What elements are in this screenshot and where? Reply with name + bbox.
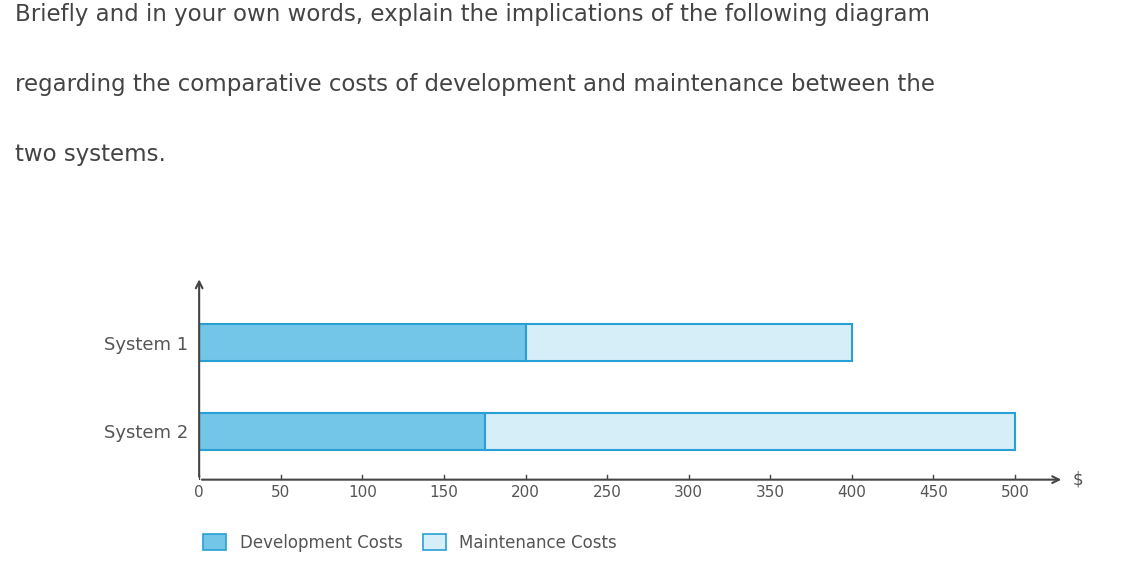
Bar: [199, 412, 485, 449]
Text: $: $: [1072, 471, 1083, 489]
Bar: [526, 324, 852, 361]
Text: two systems.: two systems.: [15, 143, 166, 166]
Bar: [485, 412, 1015, 449]
Text: Briefly and in your own words, explain the implications of the following diagram: Briefly and in your own words, explain t…: [15, 3, 930, 26]
Bar: [199, 324, 526, 361]
Text: regarding the comparative costs of development and maintenance between the: regarding the comparative costs of devel…: [15, 73, 934, 96]
Legend: Development Costs, Maintenance Costs: Development Costs, Maintenance Costs: [204, 534, 617, 551]
